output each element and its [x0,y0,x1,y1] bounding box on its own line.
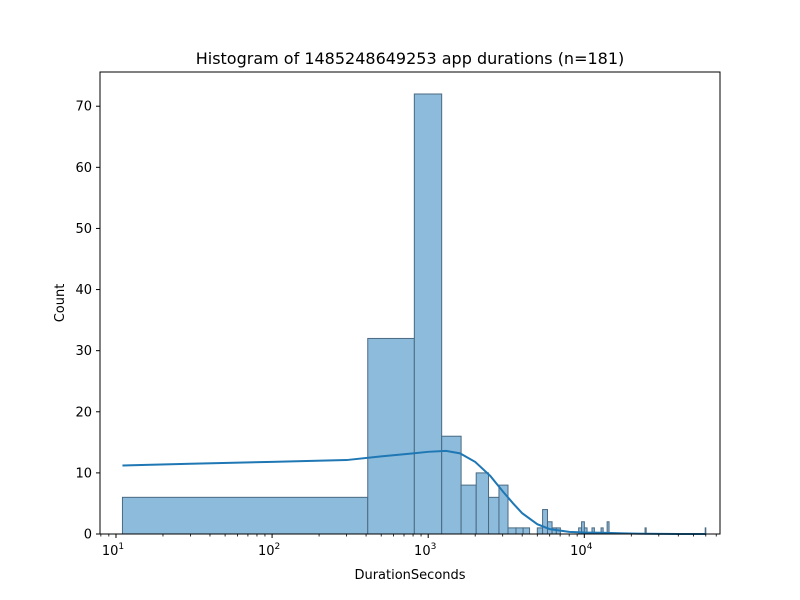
histogram-bar [522,527,531,535]
x-tick-label: 101 [102,542,124,559]
x-tick-label: 102 [258,542,280,559]
histogram-bar [507,527,517,535]
histogram-bar [413,93,443,535]
y-tick-label: 10 [75,466,92,481]
y-axis-label: Count [53,284,68,323]
histogram-bar [536,527,544,535]
y-tick-label: 0 [84,528,92,543]
y-tick-label: 60 [75,161,92,176]
histogram-bar [515,527,524,535]
histogram-bar [121,496,369,535]
y-tick-label: 30 [75,344,92,359]
y-tick-label: 70 [75,100,92,115]
y-axis: 0 10 20 30 40 50 60 70 [75,100,100,543]
y-tick-label: 20 [75,405,92,420]
kde-line [122,449,706,535]
histogram-bar [460,484,477,535]
histogram-bar [542,509,548,535]
x-axis: 101 102 103 104 [100,534,717,559]
x-axis-label: DurationSeconds [354,568,465,583]
y-tick-label: 50 [75,222,92,237]
histogram-bar [488,496,500,535]
histogram-bars [121,93,707,535]
x-tick-label: 103 [414,542,436,559]
plot-frame [99,71,721,535]
chart-title: Histogram of 1485248649253 app durations… [196,49,625,68]
histogram-bar [475,472,490,535]
y-tick-label: 40 [75,283,92,298]
histogram-bar [367,337,415,535]
x-tick-label: 104 [570,542,593,559]
